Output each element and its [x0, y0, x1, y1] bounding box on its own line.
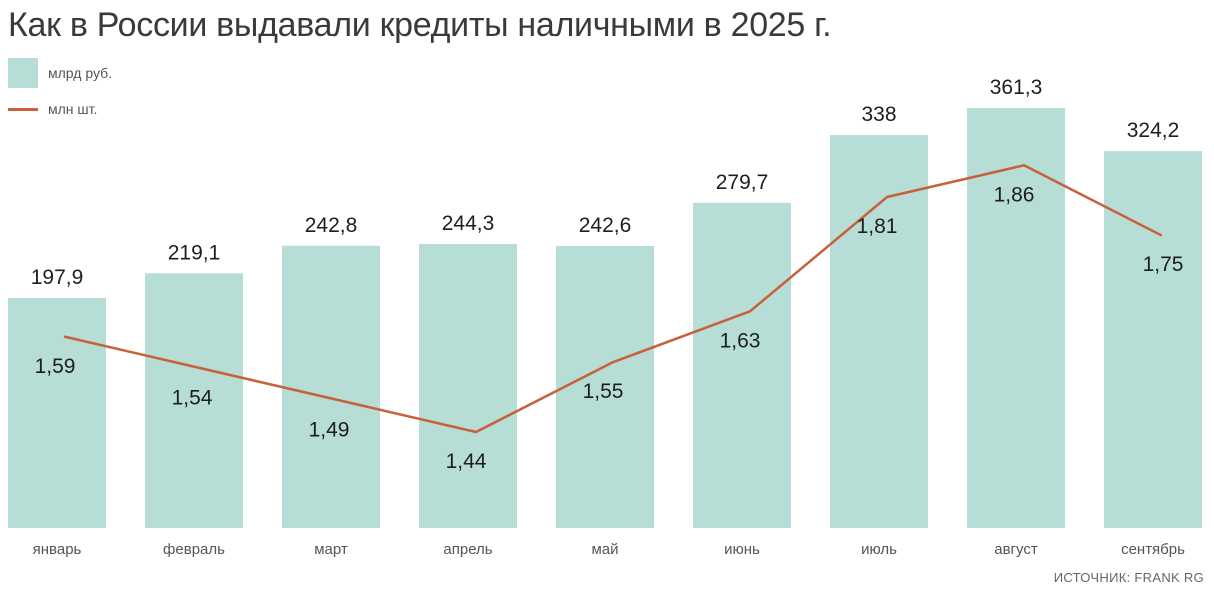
x-tick-label: июль — [861, 541, 897, 558]
x-tick-label: февраль — [163, 541, 225, 558]
line-value-label: 1,54 — [172, 387, 213, 410]
legend-swatch-bars — [8, 58, 38, 88]
line-value-label: 1,75 — [1143, 253, 1184, 276]
line-point — [885, 195, 889, 199]
line-point — [1159, 233, 1163, 237]
line-point — [63, 335, 67, 338]
bar — [556, 245, 654, 528]
line-point — [1022, 164, 1026, 167]
bar-value-label: 242,6 — [579, 214, 632, 237]
x-tick-label: апрель — [443, 541, 492, 558]
bar — [282, 245, 380, 528]
line-value-label: 1,86 — [994, 183, 1035, 206]
x-tick-label: январь — [33, 541, 82, 558]
line-point — [337, 399, 341, 402]
bar — [145, 273, 243, 528]
line-value-label: 1,63 — [720, 329, 761, 352]
bar-value-label: 219,1 — [168, 241, 221, 264]
x-tick-label: сентябрь — [1121, 541, 1185, 558]
line-point — [474, 430, 478, 434]
x-tick-label: март — [314, 541, 348, 558]
bar-value-label: 279,7 — [716, 171, 769, 194]
line-value-label: 1,49 — [309, 418, 350, 441]
bar — [967, 108, 1065, 528]
line-value-label: 1,44 — [446, 450, 487, 473]
bar-value-label: 197,9 — [31, 266, 84, 289]
legend-swatch-line — [8, 107, 38, 111]
legend-item-bars: млрд руб. — [8, 58, 112, 88]
line-value-label: 1,55 — [583, 380, 624, 403]
bar — [693, 202, 791, 528]
line-point — [748, 310, 752, 313]
x-tick-label: июнь — [724, 541, 760, 558]
bar — [830, 135, 928, 529]
x-tick-label: май — [591, 541, 618, 558]
bar — [1104, 151, 1202, 528]
bar-value-label: 361,3 — [990, 76, 1043, 99]
line-point — [611, 360, 615, 364]
bar-value-label: 324,2 — [1127, 119, 1180, 142]
line-point — [200, 367, 204, 370]
legend-label-bars: млрд руб. — [48, 65, 113, 81]
source-note: ИСТОЧНИК: FRANK RG — [1053, 570, 1204, 585]
chart-title: Как в России выдавали кредиты наличными … — [8, 6, 832, 44]
legend-label-line: млн шт. — [48, 101, 98, 117]
line-value-label: 1,81 — [857, 215, 898, 238]
bar-value-label: 242,8 — [305, 214, 358, 237]
legend-item-line: млн шт. — [8, 94, 112, 124]
x-tick-label: август — [994, 541, 1038, 558]
line-value-label: 1,59 — [35, 355, 76, 378]
bar — [419, 244, 517, 528]
legend: млрд руб. млн шт. — [8, 58, 112, 130]
bar-value-label: 244,3 — [442, 212, 495, 235]
bar — [8, 297, 106, 528]
bar-value-label: 338 — [861, 103, 896, 126]
